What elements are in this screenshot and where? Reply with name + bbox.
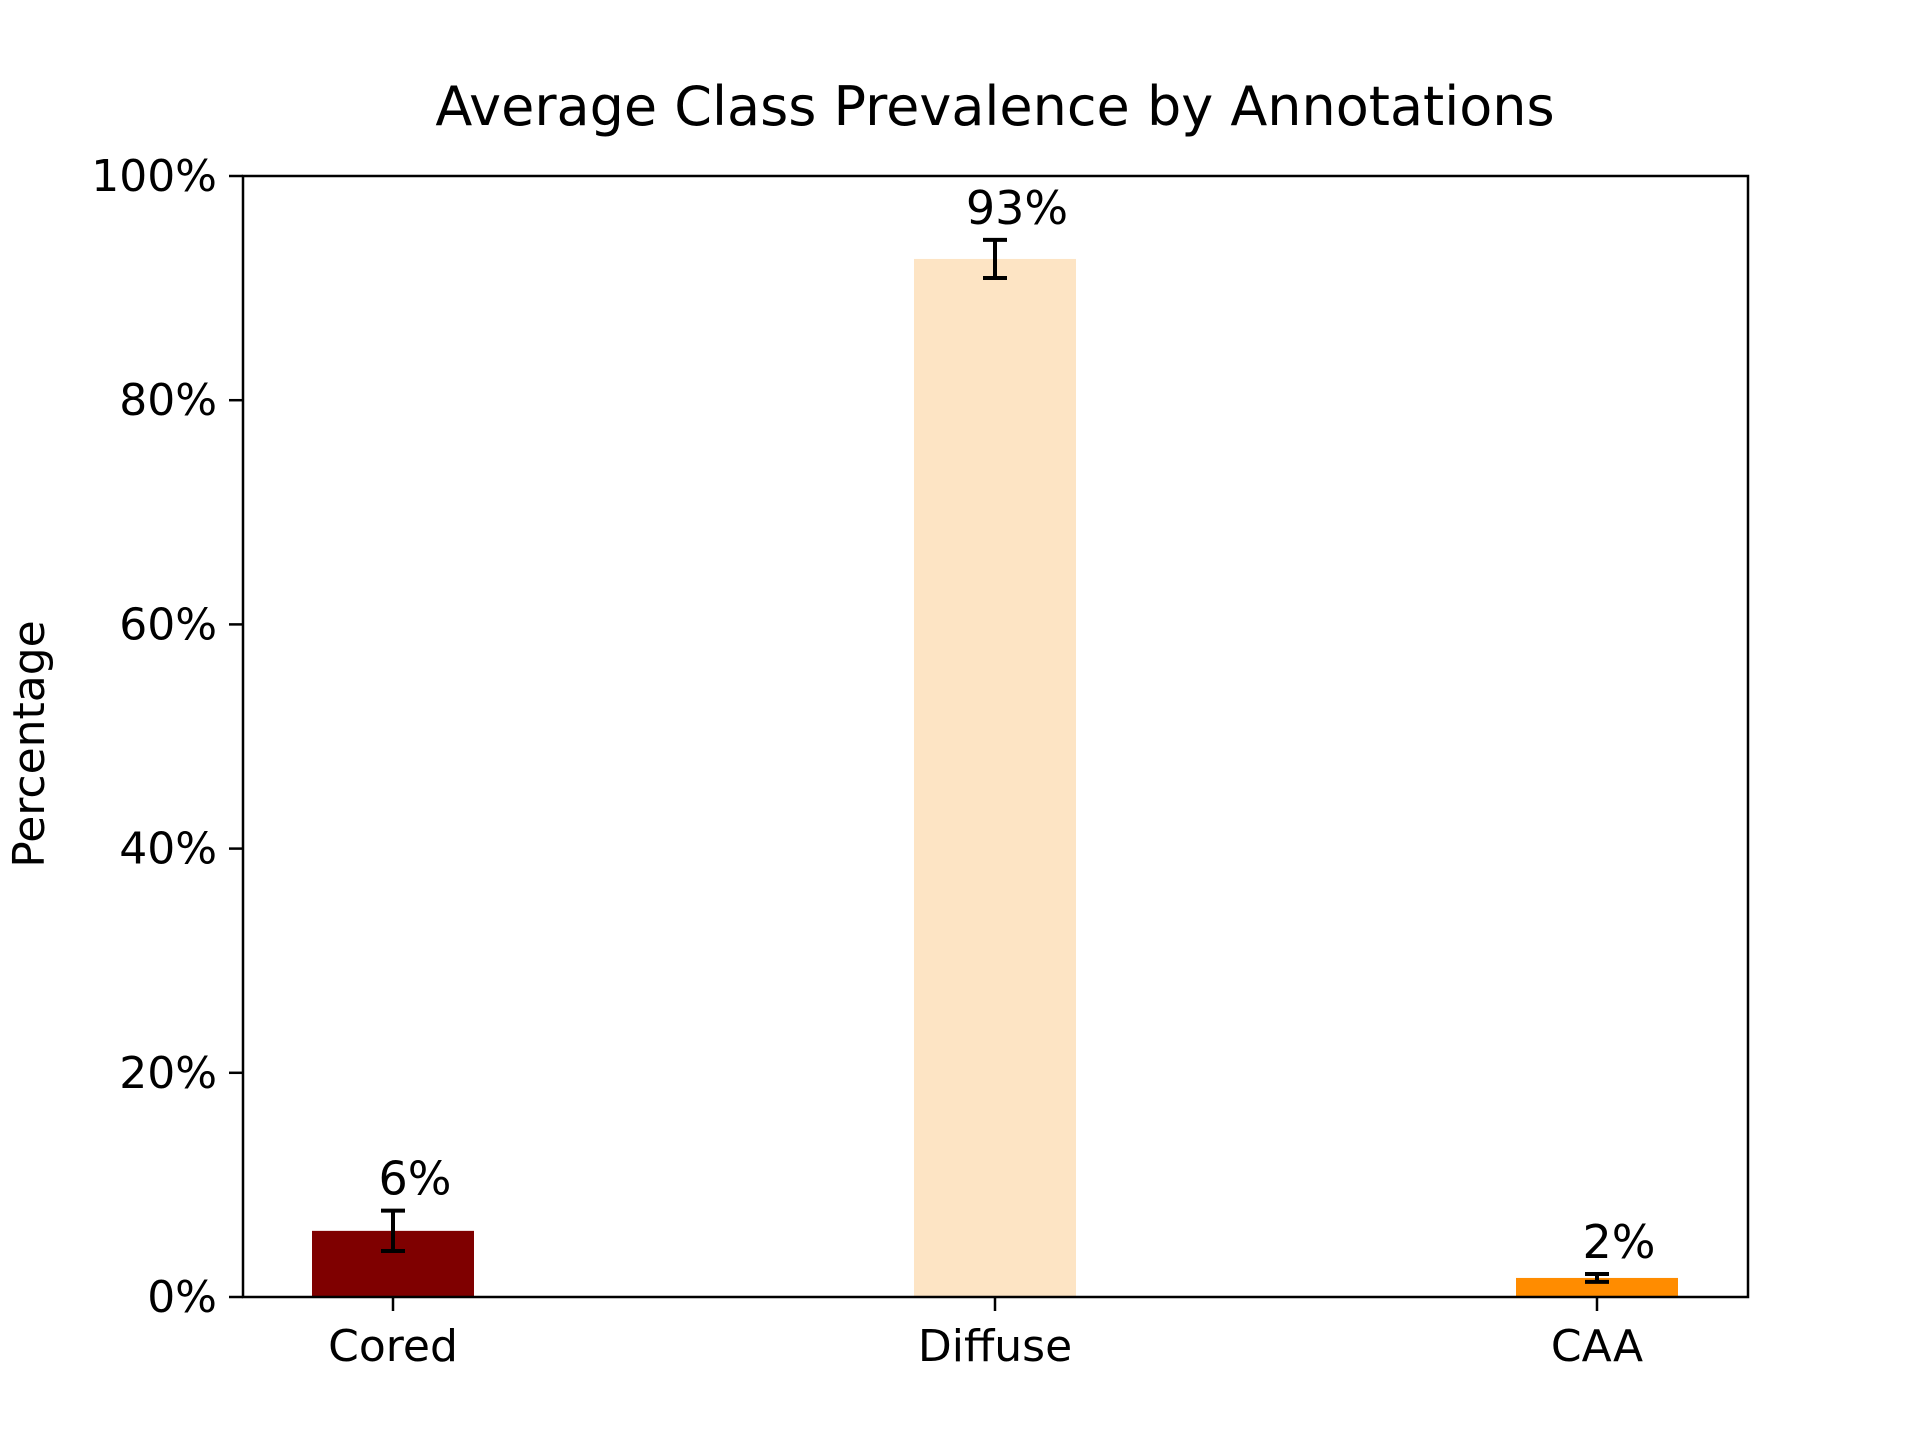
data-label-diffuse: 93%: [966, 181, 1068, 235]
y-tick-label: 100%: [91, 151, 217, 202]
y-tick-label: 80%: [119, 375, 217, 426]
error-bar-cored: [381, 1208, 405, 1254]
error-bars-layer: [381, 237, 1609, 1284]
error-bar-diffuse: [983, 237, 1007, 281]
bar-diffuse: [914, 258, 1076, 1298]
y-axis-label: Percentage: [4, 620, 55, 868]
data-label-cored: 6%: [379, 1152, 452, 1206]
data-label-caa: 2%: [1583, 1215, 1656, 1269]
x-tick-label-diffuse: Diffuse: [918, 1321, 1072, 1372]
y-tick-label: 20%: [119, 1048, 217, 1099]
chart-title: Average Class Prevalence by Annotations: [435, 75, 1554, 138]
error-bar-caa: [1585, 1272, 1609, 1284]
x-tick-label-cored: Cored: [328, 1321, 458, 1372]
y-tick-label: 60%: [119, 599, 217, 650]
ticks-layer: Cored Diffuse CAA 0% 20% 40% 60% 80% 100%: [91, 151, 1643, 1372]
x-tick-label-caa: CAA: [1551, 1321, 1643, 1372]
bars-layer: [312, 258, 1678, 1298]
data-labels-layer: 6% 93% 2%: [379, 181, 1656, 1269]
bar-caa: [1516, 1277, 1678, 1297]
y-tick-label: 40%: [119, 824, 217, 875]
y-tick-label: 0%: [147, 1272, 217, 1323]
